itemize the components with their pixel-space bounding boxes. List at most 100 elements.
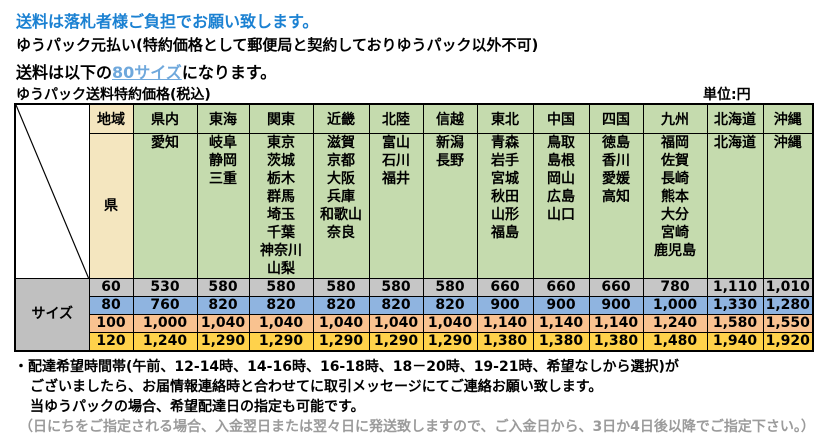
diagonal-line	[16, 105, 88, 278]
region-header-cell: 北海道	[706, 103, 764, 134]
price-cell: 1,040	[422, 314, 478, 333]
price-cell: 1,140	[588, 314, 644, 333]
note-delivery-time-options: ・配達希望時間帯(午前、12-14時、14-16時、16-18時、18－20時、…	[14, 359, 679, 375]
prefecture-list-cell: 新潟 長野	[422, 133, 478, 279]
region-header-cell: 四国	[588, 103, 644, 134]
price-cell: 1,330	[706, 296, 764, 315]
price-cell: 580	[312, 278, 370, 297]
price-cell: 1,140	[476, 314, 534, 333]
note-delivery-date: 当ゆうパックの場合、希望配達日の指定も可能です。	[30, 399, 365, 415]
price-cell: 820	[368, 296, 424, 315]
rate-table-title: ゆうパック送料特約価格(税込)	[16, 87, 211, 103]
price-cell: 1,580	[706, 314, 764, 333]
price-cell: 820	[312, 296, 370, 315]
prefecture-list-cell: 滋賀 京都 大阪 兵庫 和歌山 奈良	[312, 133, 370, 279]
price-cell: 530	[132, 278, 198, 297]
price-cell: 1,000	[132, 314, 198, 333]
size-header-cell: サイズ	[14, 278, 90, 352]
note-contact-request: ございましたら、お届情報連絡時と合わせてに取引メッセージにてご連絡お願い致します…	[30, 379, 603, 395]
note-date-designation-detail: （日にちをご指定される場合、入金翌日または翌々日に発送致しますので、ご入金日から…	[19, 419, 815, 435]
prefecture-list-cell: 岐阜 静岡 三重	[196, 133, 250, 279]
price-cell: 760	[132, 296, 198, 315]
price-cell: 1,920	[762, 332, 814, 352]
price-cell: 580	[422, 278, 478, 297]
prefecture-list-cell: 福岡 佐賀 長崎 熊本 大分 宮崎 鹿児島	[642, 133, 708, 279]
prefecture-list-cell: 東京 茨城 栃木 群馬 埼玉 千葉 神奈川 山梨	[248, 133, 314, 279]
price-cell: 900	[532, 296, 590, 315]
price-cell: 1,010	[762, 278, 814, 297]
price-cell: 1,380	[588, 332, 644, 352]
price-cell: 1,940	[706, 332, 764, 352]
rate-row-size-120: 120 1,240 1,290 1,290 1,290 1,290 1,290 …	[15, 332, 814, 352]
price-cell: 1,000	[642, 296, 708, 315]
prefecture-list-cell: 愛知	[132, 133, 198, 279]
size-80-link[interactable]: 80サイズ	[112, 63, 182, 82]
prefecture-corner-header: 県	[88, 133, 134, 279]
price-cell: 1,040	[312, 314, 370, 333]
prefecture-list-cell: 北海道	[706, 133, 764, 279]
size-label: 80	[88, 296, 134, 315]
region-header-cell: 九州	[642, 103, 708, 134]
price-cell: 1,040	[368, 314, 424, 333]
price-cell: 1,480	[642, 332, 708, 352]
price-cell: 1,550	[762, 314, 814, 333]
region-header-cell: 東北	[476, 103, 534, 134]
price-cell: 1,380	[476, 332, 534, 352]
region-header-cell: 北陸	[368, 103, 424, 134]
rate-row-size-80: 80 760 820 820 820 820 820 900 900 900 1…	[15, 296, 814, 315]
price-cell: 660	[588, 278, 644, 297]
size-label: 120	[88, 332, 134, 352]
price-cell: 580	[368, 278, 424, 297]
diagonal-divider-cell	[14, 103, 90, 279]
price-cell: 1,140	[532, 314, 590, 333]
delivery-notes: ・配達希望時間帯(午前、12-14時、14-16時、16-18時、18－20時、…	[14, 357, 815, 437]
size-label: 60	[88, 278, 134, 297]
prefecture-list-cell: 徳島 香川 愛媛 高知	[588, 133, 644, 279]
price-cell: 900	[476, 296, 534, 315]
price-cell: 1,380	[532, 332, 590, 352]
price-cell: 820	[196, 296, 250, 315]
region-header-row: 地域 県内 東海 関東 近畿 北陸 信越 東北 中国 四国 九州 北海道 沖縄	[14, 103, 814, 279]
price-cell: 580	[248, 278, 314, 297]
price-cell: 1,290	[422, 332, 478, 352]
price-cell: 900	[588, 296, 644, 315]
payment-method-note: ゆうパック元払い(特約価格として郵便局と契約しておりゆうパック以外不可)	[16, 36, 539, 54]
region-header-cell: 近畿	[312, 103, 370, 134]
region-corner-header: 地域	[88, 103, 134, 134]
price-cell: 1,240	[642, 314, 708, 333]
region-header-cell: 東海	[196, 103, 250, 134]
region-header-cell: 関東	[248, 103, 314, 134]
price-cell: 820	[248, 296, 314, 315]
price-cell: 660	[476, 278, 534, 297]
price-cell: 1,290	[312, 332, 370, 352]
region-header-cell: 沖縄	[762, 103, 814, 134]
price-cell: 1,240	[132, 332, 198, 352]
shipping-rate-table: 地域 県内 東海 関東 近畿 北陸 信越 東北 中国 四国 九州 北海道 沖縄 …	[14, 103, 814, 352]
size-notice-prefix: 送料は以下の	[16, 63, 113, 82]
prefecture-list-cell: 青森 岩手 宮城 秋田 山形 福島	[476, 133, 534, 279]
prefecture-list-cell: 富山 石川 福井	[368, 133, 424, 279]
price-cell: 1,040	[196, 314, 250, 333]
size-label: 100	[88, 314, 134, 333]
region-header-cell: 信越	[422, 103, 478, 134]
size-notice-line: 送料は以下の80サイズになります。	[16, 59, 276, 83]
prefecture-row: 県 愛知 岐阜 静岡 三重 東京 茨城 栃木 群馬 埼玉 千葉 神奈川 山梨 滋…	[15, 133, 814, 279]
price-cell: 660	[532, 278, 590, 297]
price-cell: 1,040	[248, 314, 314, 333]
region-header-cell: 中国	[532, 103, 590, 134]
prefecture-list-cell: 沖縄	[762, 133, 814, 279]
price-cell: 1,280	[762, 296, 814, 315]
price-cell: 820	[422, 296, 478, 315]
price-cell: 1,290	[196, 332, 250, 352]
region-header-cell: 県内	[132, 103, 198, 134]
price-cell: 1,290	[248, 332, 314, 352]
prefecture-list-cell: 鳥取 島根 岡山 広島 山口	[532, 133, 590, 279]
price-cell: 1,110	[706, 278, 764, 297]
rate-row-size-60: サイズ 60 530 580 580 580 580 580 660 660 6…	[14, 278, 814, 352]
shipping-notice-heading: 送料は落札者様ご負担でお願い致します。	[16, 12, 319, 31]
unit-label: 単位:円	[703, 87, 751, 103]
price-cell: 780	[642, 278, 708, 297]
price-cell: 580	[196, 278, 250, 297]
rate-row-size-100: 100 1,000 1,040 1,040 1,040 1,040 1,040 …	[15, 314, 814, 333]
